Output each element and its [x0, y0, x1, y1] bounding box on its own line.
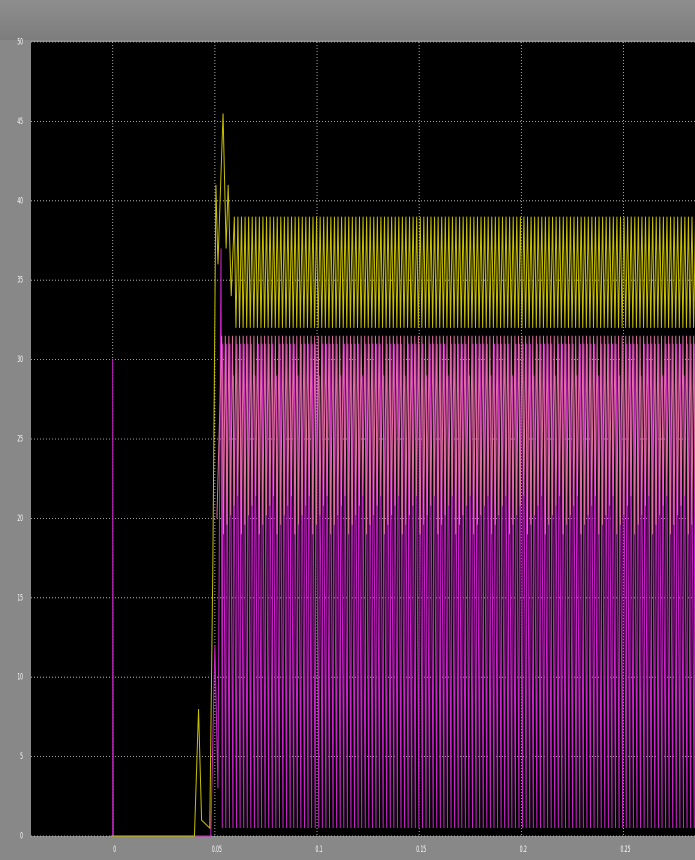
- x-tick-label-2: 0.1: [315, 843, 322, 854]
- x-tick-label-1: 0.05: [212, 843, 222, 854]
- y-tick-label-5: 25: [17, 433, 23, 444]
- x-tick-label-3: 0.15: [416, 843, 426, 854]
- y-tick-label-0: 0: [20, 830, 23, 841]
- y-tick-label-7: 35: [17, 274, 23, 285]
- y-tick-label-9: 45: [17, 115, 23, 126]
- grid: [31, 41, 695, 837]
- x-tick-label-5: 0.25: [621, 843, 631, 854]
- series-pink: [216, 335, 695, 535]
- y-tick-label-6: 30: [17, 353, 23, 364]
- x-tick-label-4: 0.2: [520, 843, 527, 854]
- scope-toolbar: [0, 0, 695, 40]
- x-tick-label-0: 0: [113, 843, 116, 854]
- series-layer: [110, 113, 695, 837]
- tick-labels: 0 5 10 15 20 25 30 35 40 45 50 0 0.05 0.1 0.15 0.2 0.25: [17, 36, 630, 855]
- y-tick-label-4: 20: [17, 512, 23, 523]
- series-yellow: [110, 113, 695, 837]
- series-magenta: [110, 248, 695, 837]
- y-tick-label-8: 40: [17, 195, 23, 206]
- y-tick-label-2: 10: [17, 671, 23, 682]
- y-tick-label-3: 15: [17, 592, 23, 603]
- y-tick-label-1: 5: [20, 750, 23, 761]
- y-tick-label-10: 50: [17, 36, 23, 47]
